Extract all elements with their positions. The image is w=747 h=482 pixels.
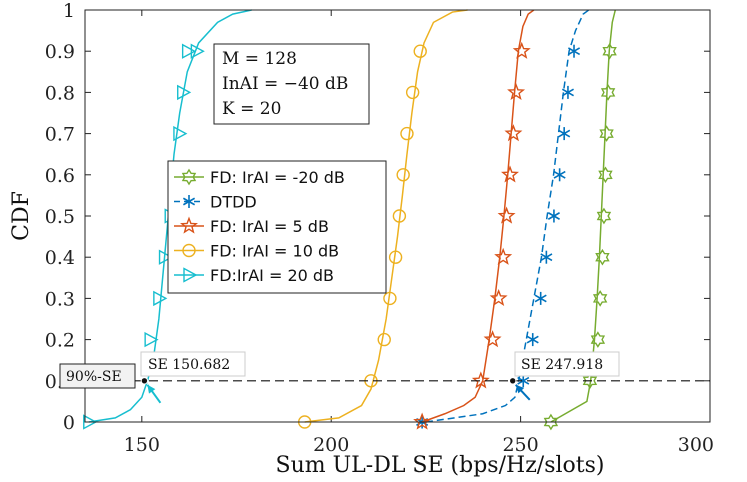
series-2-marker bbox=[413, 412, 432, 430]
series-4-marker bbox=[190, 43, 205, 59]
plot-frame bbox=[84, 9, 711, 423]
legend-marker-1 bbox=[182, 195, 196, 208]
series-0-marker bbox=[590, 331, 606, 348]
callout-se-2: SE 247.918 bbox=[514, 351, 620, 377]
series-0-marker bbox=[592, 290, 608, 307]
series-4-marker bbox=[173, 125, 188, 142]
series-0-marker bbox=[598, 166, 613, 184]
legend-label: FD: IrAI = 10 dB bbox=[210, 242, 339, 261]
series-1-marker bbox=[540, 250, 553, 264]
y-tick-label: 0.4 bbox=[45, 247, 75, 269]
series-3-marker bbox=[383, 291, 397, 306]
y-tick-label: 1 bbox=[63, 0, 75, 22]
param-k: K = 20 bbox=[222, 99, 281, 119]
series-3-marker bbox=[400, 126, 414, 141]
series-1-marker bbox=[547, 209, 560, 223]
legend-marker-4 bbox=[183, 267, 198, 283]
legend-entry: FD:IrAI = 20 dB bbox=[174, 266, 334, 285]
series-3-marker bbox=[396, 168, 410, 182]
legend-entry: DTDD bbox=[174, 193, 257, 212]
series-line-2 bbox=[421, 9, 535, 423]
series-line-4 bbox=[88, 9, 252, 423]
series-0-marker bbox=[599, 125, 614, 142]
series-3-marker bbox=[392, 209, 407, 223]
y-tick-label: 0.6 bbox=[45, 165, 75, 187]
reference-label: 90%-SE bbox=[59, 363, 136, 389]
param-m: M = 128 bbox=[222, 49, 297, 69]
y-tick-label: 0.5 bbox=[45, 206, 75, 228]
parameter-box: M = 128 InAI = −40 dB K = 20 bbox=[213, 43, 370, 125]
series-4-marker bbox=[177, 84, 192, 101]
legend-label: DTDD bbox=[210, 193, 257, 212]
callout-se-1: SE 150.682 bbox=[140, 351, 246, 377]
callout-se-2-text: SE 247.918 bbox=[521, 357, 603, 373]
series-4-marker bbox=[181, 43, 197, 59]
legend: FD: IrAI = -20 dB DTDD FD: IrAI = 5 dB FD: … bbox=[167, 160, 387, 294]
series-3-marker bbox=[413, 44, 427, 58]
series-line-3 bbox=[304, 9, 468, 423]
x-tick-label: 150 bbox=[124, 434, 160, 456]
legend-label: FD: IrAI = 5 dB bbox=[210, 217, 329, 236]
series-0-marker bbox=[596, 207, 612, 225]
series-4-marker bbox=[153, 290, 168, 307]
annotation-point-1 bbox=[509, 377, 517, 385]
x-tick-labels: 150 200 250 300 bbox=[124, 434, 714, 456]
legend-entry: FD: IrAI = 5 dB bbox=[174, 216, 329, 236]
series-1-marker bbox=[561, 85, 574, 99]
annotation-point-0 bbox=[140, 377, 149, 385]
series-3-marker bbox=[388, 250, 403, 264]
y-tick-label: 0.3 bbox=[45, 288, 75, 310]
series-0-marker bbox=[582, 372, 598, 390]
series-2-marker bbox=[494, 247, 513, 265]
series-2-marker bbox=[512, 41, 531, 59]
series-0-marker bbox=[543, 413, 559, 431]
series-1-marker bbox=[567, 44, 581, 58]
series-2-marker bbox=[501, 165, 519, 183]
legend-marker-2 bbox=[180, 216, 198, 234]
y-tick-label: 0 bbox=[63, 412, 75, 434]
series-1-marker bbox=[526, 333, 539, 347]
series-0-marker bbox=[595, 248, 610, 266]
series-2-marker bbox=[504, 124, 523, 142]
y-tick-label: 0.9 bbox=[45, 41, 75, 63]
legend-entry: FD: IrAI = 10 dB bbox=[174, 242, 339, 261]
series-2-marker bbox=[489, 288, 508, 307]
callout-se-1-text: SE 150.682 bbox=[148, 357, 230, 373]
y-tick-label: 0.8 bbox=[45, 82, 75, 104]
series-line-1 bbox=[425, 9, 590, 423]
legend-label: FD: IrAI = -20 dB bbox=[210, 168, 345, 187]
reference-label-text: 90%-SE bbox=[66, 369, 122, 385]
legend-label: FD:IrAI = 20 dB bbox=[210, 266, 334, 285]
x-tick-label: 200 bbox=[313, 434, 349, 456]
series-0-marker bbox=[602, 42, 617, 60]
param-inai: InAI = −40 dB bbox=[222, 74, 348, 94]
series-1-marker bbox=[558, 127, 571, 141]
series-0-marker bbox=[600, 84, 616, 101]
x-axis-label: Sum UL-DL SE (bps/Hz/slots) bbox=[276, 453, 605, 478]
series-4-marker bbox=[158, 249, 174, 265]
series-1-marker bbox=[534, 291, 547, 305]
series-2-marker bbox=[507, 82, 526, 101]
y-axis-label: CDF bbox=[9, 191, 34, 241]
legend-entry: FD: IrAI = -20 dB bbox=[174, 168, 345, 187]
series-3-marker bbox=[377, 332, 391, 347]
series-2-marker bbox=[483, 330, 502, 348]
y-tick-label: 0.2 bbox=[45, 330, 75, 352]
x-tick-label: 300 bbox=[678, 434, 714, 456]
series-2-marker bbox=[471, 371, 490, 389]
series-4-marker bbox=[83, 414, 98, 430]
series-1-marker bbox=[553, 168, 566, 182]
legend-marker-3 bbox=[182, 243, 196, 258]
annotation-arrow-1 bbox=[514, 384, 531, 401]
legend-marker-0 bbox=[181, 168, 197, 186]
x-tick-label: 250 bbox=[502, 434, 538, 456]
series-4-marker bbox=[144, 331, 159, 348]
annotation-arrow-0 bbox=[146, 384, 162, 404]
series-3-marker bbox=[405, 85, 420, 100]
series-2-marker bbox=[497, 206, 516, 224]
y-tick-label: 0.7 bbox=[45, 124, 75, 146]
